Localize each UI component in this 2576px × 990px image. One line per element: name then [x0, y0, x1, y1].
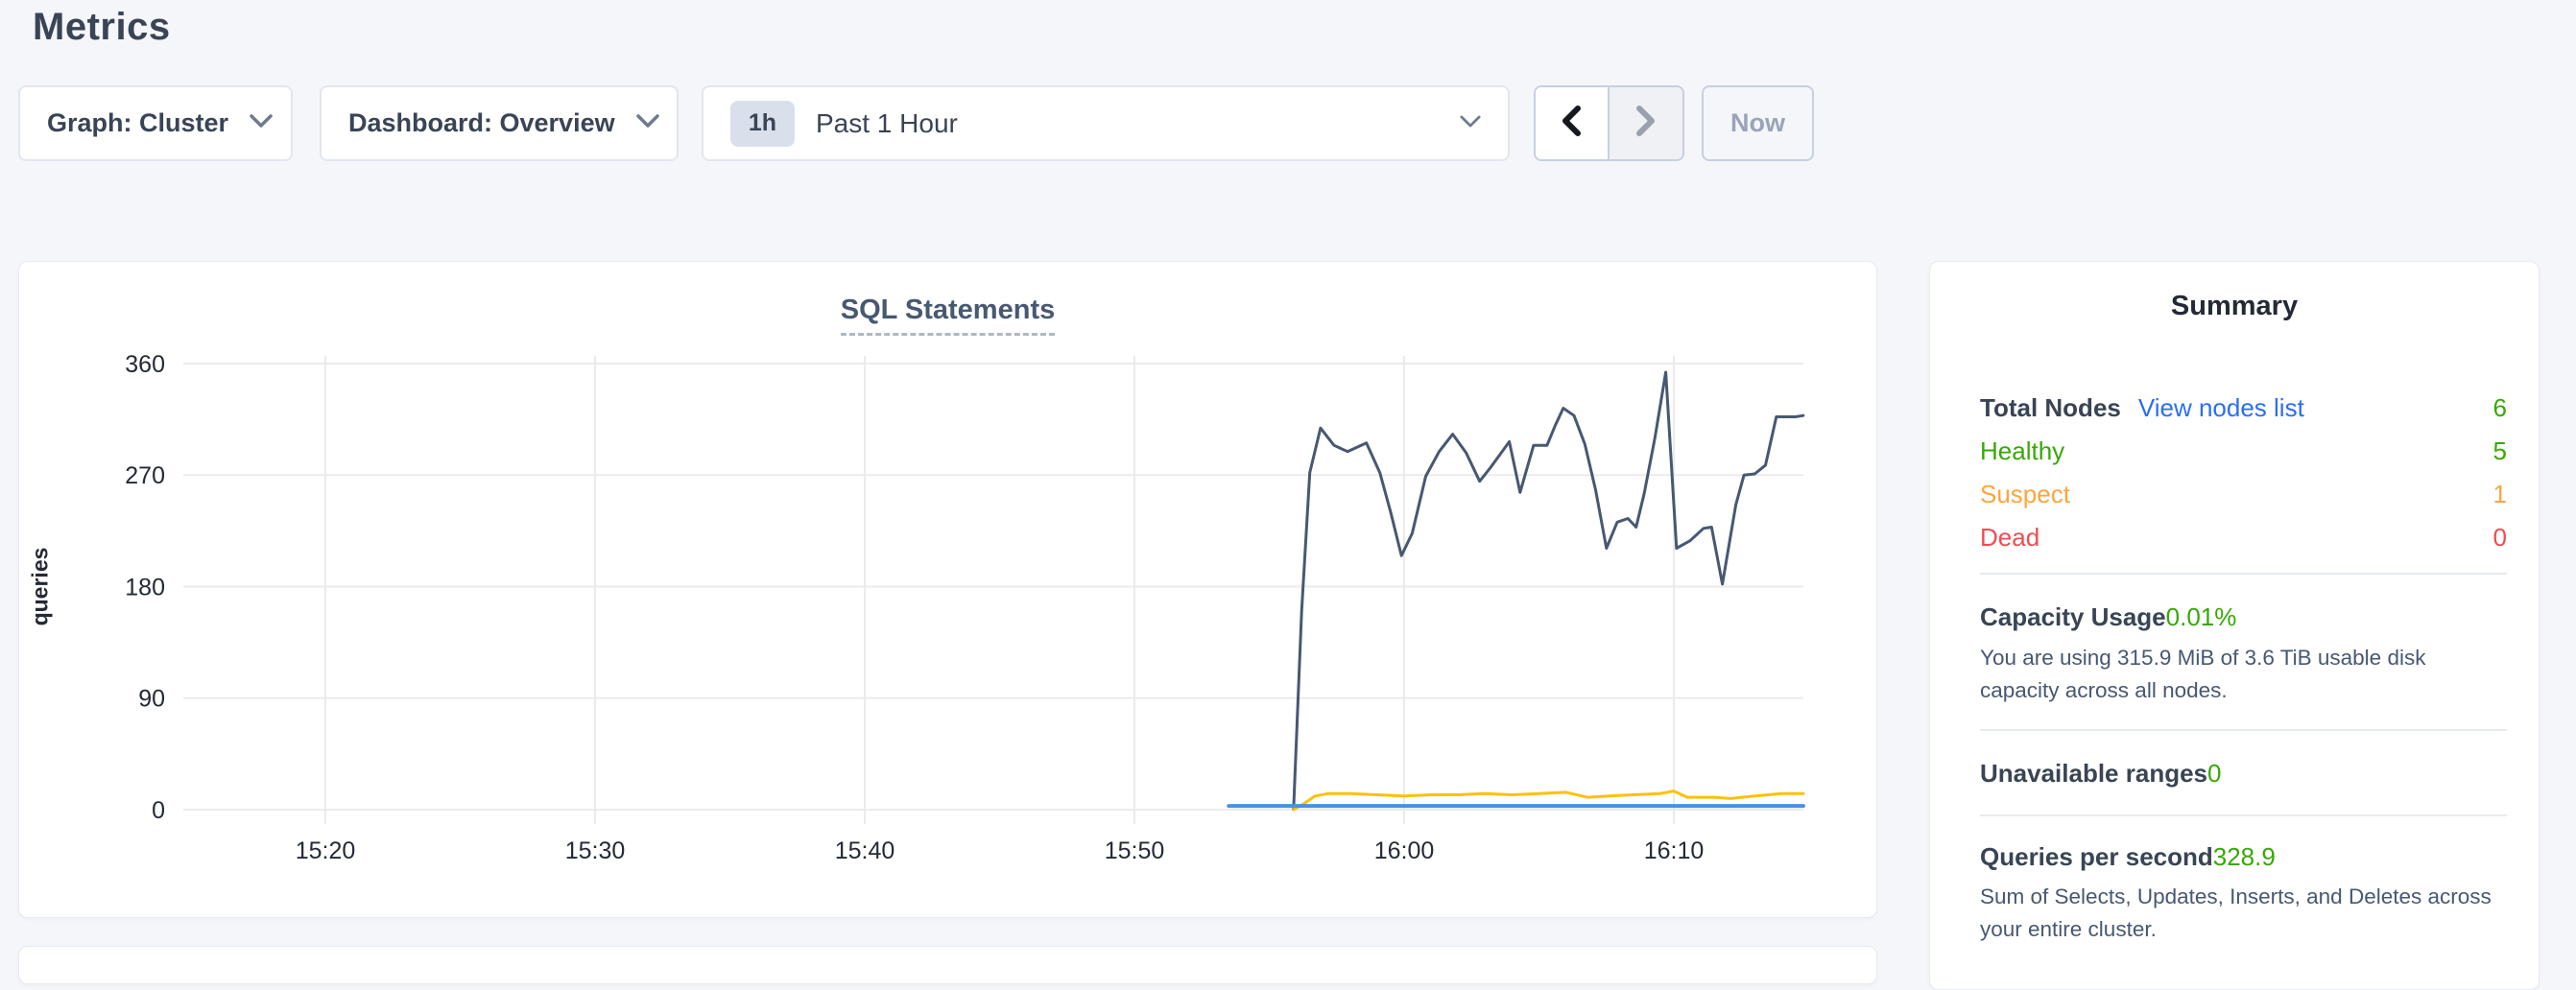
queries-per-second-row: Queries per second 328.9 — [1980, 837, 2507, 876]
x-tick-label: 15:30 — [565, 837, 626, 864]
capacity-usage-row: Capacity Usage 0.01% — [1980, 598, 2507, 636]
healthy-label: Healthy — [1980, 436, 2065, 465]
yellow-line — [1292, 790, 1805, 812]
queries-per-second-description: Sum of Selects, Updates, Inserts, and De… — [1980, 884, 2492, 941]
unavailable-ranges-label: Unavailable ranges — [1980, 758, 2207, 788]
dashboard-label: Dashboard: Overview — [348, 108, 615, 137]
view-nodes-list-link[interactable]: View nodes list — [2137, 393, 2304, 422]
x-tick-label: 15:40 — [835, 837, 895, 864]
queries-per-second-value: 328.9 — [2212, 841, 2276, 871]
x-tick-label: 15:50 — [1105, 837, 1165, 864]
now-button[interactable]: Now — [1702, 85, 1814, 161]
chevron-down-icon — [250, 114, 273, 132]
y-tick-label: 90 — [138, 686, 165, 713]
metrics-page: Metrics Graph: Cluster Dashboard: Overvi… — [18, 6, 2540, 990]
chevron-left-icon — [1560, 105, 1583, 142]
next-chart-card-edge — [18, 946, 1877, 984]
total-nodes-label: Total Nodes — [1980, 393, 2121, 422]
divider — [1980, 729, 2507, 731]
next-time-window-button[interactable] — [1609, 87, 1682, 159]
chevron-down-icon — [635, 114, 659, 132]
navy-line — [1292, 370, 1805, 812]
summary-title: Summary — [2170, 291, 2299, 321]
time-range-label: Past 1 Hour — [816, 107, 958, 138]
unavailable-ranges-row: Unavailable ranges 0 — [1980, 754, 2507, 792]
capacity-usage-description: You are using 315.9 MiB of 3.6 TiB usabl… — [1980, 646, 2426, 702]
chart-title[interactable]: SQL Statements — [840, 295, 1056, 336]
time-range-badge: 1h — [730, 100, 795, 147]
x-tick-label: 16:10 — [1644, 837, 1705, 864]
x-tick-label: 15:20 — [296, 837, 356, 864]
divider — [1980, 573, 2507, 575]
unavailable-ranges-value: 0 — [2207, 758, 2222, 788]
total-nodes-row: Total Nodes View nodes list 6 — [1980, 387, 2507, 430]
time-window-nav — [1534, 85, 1684, 161]
dead-nodes-row: Dead 0 — [1980, 516, 2507, 559]
y-tick-label: 360 — [125, 351, 165, 378]
divider — [1980, 814, 2507, 816]
previous-time-window-button[interactable] — [1536, 87, 1610, 159]
dead-value: 0 — [2493, 523, 2507, 552]
y-tick-label: 270 — [125, 462, 165, 489]
suspect-value: 1 — [2493, 480, 2507, 508]
chevron-right-icon — [1634, 105, 1658, 142]
dead-label: Dead — [1980, 523, 2040, 552]
y-tick-label: 0 — [152, 797, 165, 824]
healthy-value: 5 — [2493, 436, 2507, 465]
sql-statements-chart-card: 15:20 15:30 15:40 15:50 16:00 16:10 0 90 180 270 3… — [18, 261, 1877, 918]
capacity-usage-label: Capacity Usage — [1980, 601, 2166, 631]
chevron-down-icon — [1460, 115, 1481, 132]
graph-scope-label: Graph: Cluster — [47, 108, 229, 137]
y-tick-label: 180 — [125, 574, 165, 601]
dashboard-dropdown[interactable]: Dashboard: Overview — [320, 85, 679, 161]
x-tick-label: 16:00 — [1374, 837, 1435, 864]
capacity-usage-value: 0.01% — [2165, 601, 2237, 631]
suspect-label: Suspect — [1980, 480, 2070, 508]
time-range-selector[interactable]: 1h Past 1 Hour — [702, 85, 1510, 161]
queries-per-second-label: Queries per second — [1980, 841, 2213, 871]
graph-scope-dropdown[interactable]: Graph: Cluster — [18, 85, 293, 161]
healthy-nodes-row: Healthy 5 — [1980, 430, 2507, 473]
summary-panel: Summary Total Nodes View nodes list 6 He… — [1929, 261, 2540, 990]
suspect-nodes-row: Suspect 1 — [1980, 473, 2507, 516]
sql-statements-chart[interactable]: 15:20 15:30 15:40 15:50 16:00 16:10 0 90 180 270 3… — [19, 262, 1878, 919]
page-title: Metrics — [33, 6, 171, 48]
total-nodes-value: 6 — [2493, 393, 2507, 422]
